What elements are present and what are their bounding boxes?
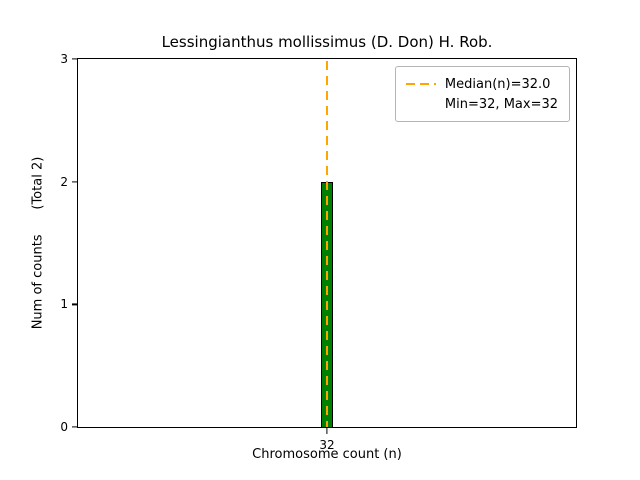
x-axis-label: Chromosome count (n) xyxy=(252,447,402,462)
y-tick-mark xyxy=(72,58,78,60)
legend-entry-median: Median(n)=32.0 xyxy=(405,74,558,94)
legend-label-median: Median(n)=32.0 xyxy=(444,76,551,92)
y-tick-mark xyxy=(72,181,78,183)
chart-title: Lessingianthus mollissimus (D. Don) H. R… xyxy=(161,33,493,51)
y-tick-label: 1 xyxy=(60,297,68,312)
plot-area: 32 Median(n)=32.0 Min=32, Max=32 0 1 2 3 xyxy=(60,52,577,452)
y-tick-label: 2 xyxy=(60,174,68,189)
legend-label-minmax: Min=32, Max=32 xyxy=(444,96,558,112)
legend-empty-sample xyxy=(406,103,436,105)
median-line xyxy=(326,61,328,427)
y-tick-label: 0 xyxy=(60,420,68,434)
y-tick-mark xyxy=(72,303,78,305)
y-tick-mark xyxy=(72,426,78,428)
median-dashed-line-icon xyxy=(405,83,436,85)
legend: Median(n)=32.0 Min=32, Max=32 xyxy=(394,66,570,122)
legend-entry-minmax: Min=32, Max=32 xyxy=(406,94,558,114)
x-tick-mark xyxy=(326,428,328,434)
y-tick-label: 3 xyxy=(60,52,68,66)
x-tick-label: 32 xyxy=(319,438,335,452)
